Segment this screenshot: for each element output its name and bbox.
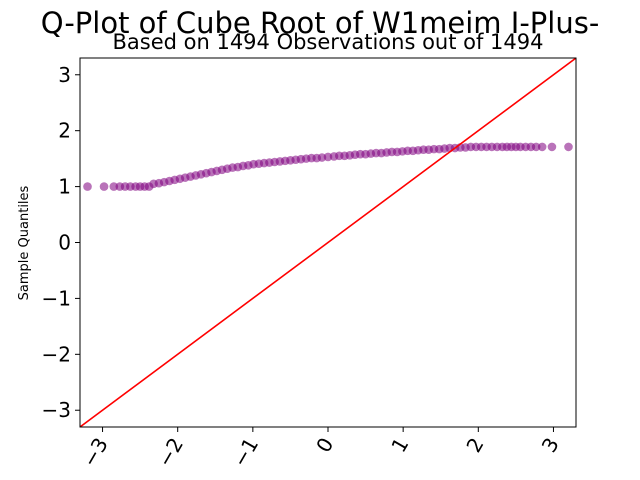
x-tick-label: 2 [461, 434, 488, 457]
y-axis-label: Sample Quantiles [17, 185, 32, 300]
chart-title: Q-Plot of Cube Root of W1meim I-Plus- [41, 6, 600, 40]
y-tick-label: −1 [42, 286, 71, 310]
y-tick-label: 2 [58, 119, 71, 143]
scatter-points [83, 142, 573, 191]
data-point [109, 182, 119, 191]
data-point [537, 142, 547, 152]
x-tick-label: 1 [386, 434, 413, 457]
chart-subtitle: Based on 1494 Observations out of 1494 [112, 30, 543, 54]
reference-line [80, 58, 576, 427]
data-point [83, 182, 92, 191]
data-point [99, 182, 109, 191]
x-tick-label: 0 [311, 434, 338, 457]
y-tick-label: −2 [42, 342, 71, 366]
data-point [547, 142, 557, 152]
y-tick-label: 1 [58, 175, 71, 199]
y-tick-label: −3 [42, 398, 71, 422]
x-axis: −3 −2 −1 0 1 2 3 [77, 427, 564, 472]
y-tick-label: 0 [58, 231, 71, 255]
y-axis: −3 −2 −1 0 1 2 3 [42, 63, 80, 422]
x-tick-label: 3 [537, 434, 564, 457]
x-tick-label: −1 [228, 434, 264, 472]
y-tick-label: 3 [58, 63, 71, 87]
data-point [531, 142, 541, 152]
x-tick-label: −3 [77, 434, 113, 472]
data-point [564, 142, 573, 152]
x-tick-label: −2 [153, 434, 189, 472]
